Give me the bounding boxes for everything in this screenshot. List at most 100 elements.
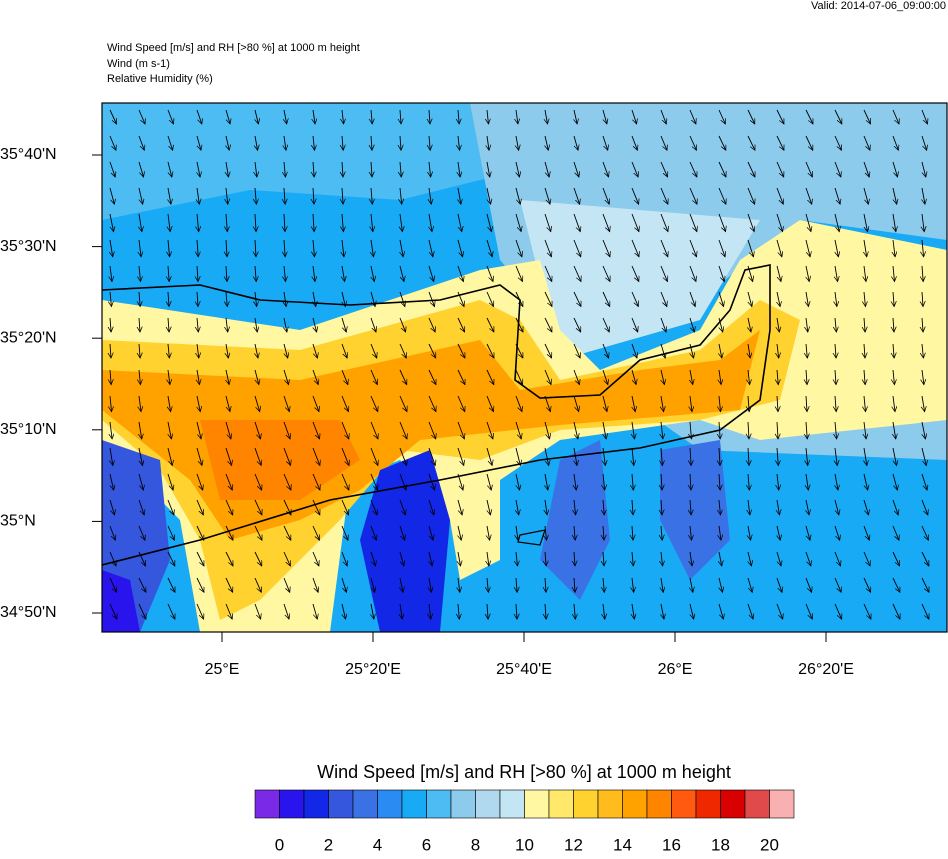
wind-arrow [776, 161, 784, 177]
wind-arrow [109, 499, 115, 515]
wind-arrow [777, 395, 778, 412]
wind-arrow [892, 577, 900, 592]
wind-arrow [603, 603, 605, 619]
wind-arrow [719, 551, 722, 566]
wind-arrow [632, 525, 633, 540]
wind-arrow [806, 343, 807, 358]
wind-arrow [312, 447, 320, 466]
wind-arrow [893, 265, 895, 282]
colorbar-swatch [426, 789, 452, 819]
wind-arrow [284, 265, 286, 282]
wind-arrow [718, 265, 724, 282]
wind-arrow [226, 135, 229, 150]
wind-arrow [167, 473, 173, 490]
lat-label: 35°N [0, 513, 36, 530]
wind-arrow [921, 161, 926, 177]
wind-arrow [312, 395, 319, 412]
wind-arrow [805, 213, 811, 232]
wind-arrow [661, 447, 662, 466]
colorbar-label: 6 [422, 835, 431, 854]
wind-arrow [719, 447, 720, 466]
wind-arrow [922, 265, 923, 282]
wind-arrow [138, 187, 143, 204]
wind-arrow [689, 135, 696, 150]
wind-arrow [805, 551, 811, 566]
wind-arrow [806, 369, 807, 385]
wind-arrow [313, 109, 315, 124]
wind-arrow [167, 135, 173, 150]
wind-arrow [689, 317, 694, 332]
wind-arrow [139, 317, 140, 332]
wind-arrow [284, 291, 286, 307]
wind-arrow [516, 161, 519, 177]
wind-arrow [196, 447, 202, 466]
wind-arrow [167, 161, 172, 177]
colorbar-label: 8 [471, 835, 480, 854]
wind-arrow [777, 499, 779, 515]
wind-arrow [400, 109, 401, 124]
wind-arrow [312, 603, 317, 619]
wind-arrow [747, 135, 755, 150]
wind-arrow [284, 239, 285, 257]
wind-arrow [487, 577, 488, 592]
wind-arrow [284, 343, 288, 358]
wind-arrow [254, 499, 262, 515]
wind-arrow [370, 499, 377, 515]
wind-arrow [255, 317, 257, 332]
wind-arrow [168, 421, 171, 439]
wind-arrow [109, 109, 117, 124]
wind-arrow [893, 421, 896, 439]
wind-arrow [168, 317, 169, 332]
wind-arrow [864, 421, 866, 439]
wind-arrow [777, 343, 779, 358]
wind-arrow [805, 187, 812, 204]
wind-arrow [574, 603, 575, 619]
wind-arrow [283, 551, 290, 566]
wind-arrow [399, 473, 406, 490]
wind-arrow [254, 525, 262, 540]
wind-arrow [428, 265, 434, 282]
wind-arrow [516, 473, 520, 490]
wind-arrow [718, 161, 726, 177]
wind-arrow [139, 213, 142, 232]
wind-arrow [544, 369, 551, 385]
wind-arrow [632, 551, 633, 566]
wind-arrow [892, 603, 900, 619]
lat-label: 35°30'N [0, 238, 57, 255]
wind-arrow [922, 291, 923, 307]
wind-arrow [487, 109, 488, 124]
wind-arrow [515, 447, 520, 466]
wind-arrow [225, 447, 232, 466]
colorbar-swatch [769, 789, 795, 819]
wind-arrow [516, 109, 518, 124]
wind-arrow [719, 343, 722, 358]
wind-arrow [748, 317, 751, 332]
colorbar-swatch [499, 789, 525, 819]
wind-arrow [487, 525, 490, 540]
wind-arrow [545, 473, 548, 490]
colorbar-swatch [695, 789, 721, 819]
wind-arrow [197, 291, 198, 307]
wind-arrow [544, 317, 553, 332]
wind-arrow [631, 265, 639, 282]
wind-arrow [661, 395, 664, 412]
wind-arrow [313, 135, 315, 150]
wind-arrow [313, 161, 314, 177]
wind-arrow [312, 473, 320, 490]
wind-arrow [428, 343, 436, 358]
colorbar-label: 10 [515, 835, 534, 854]
wind-arrow [805, 577, 812, 592]
wind-arrow [661, 577, 663, 592]
wind-arrow [225, 603, 232, 619]
wind-arrow [110, 395, 112, 412]
wind-arrow [690, 421, 691, 439]
wind-arrow [196, 551, 205, 566]
wind-arrow [573, 265, 581, 282]
wind-arrow [400, 551, 404, 566]
wind-arrow [342, 603, 346, 619]
wind-arrow [631, 135, 637, 150]
wind-arrow [718, 213, 726, 232]
wind-arrow [777, 291, 780, 307]
wind-arrow [602, 291, 610, 307]
wind-arrow [226, 213, 227, 232]
